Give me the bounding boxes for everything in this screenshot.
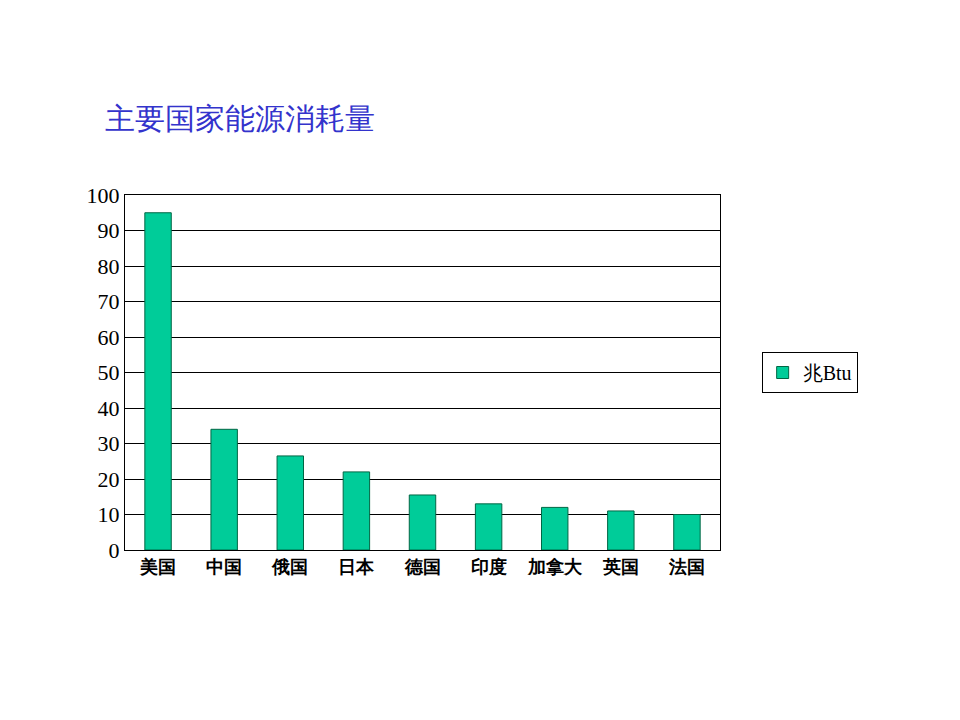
- svg-text:加拿大: 加拿大: [527, 556, 583, 577]
- svg-text:40: 40: [98, 396, 120, 421]
- svg-text:50: 50: [98, 360, 120, 385]
- svg-text:70: 70: [98, 289, 120, 314]
- svg-text:0: 0: [109, 538, 120, 563]
- svg-text:20: 20: [98, 467, 120, 492]
- svg-text:德国: 德国: [404, 556, 441, 577]
- svg-text:主要国家能源消耗量: 主要国家能源消耗量: [105, 101, 375, 136]
- svg-text:兆Btu: 兆Btu: [803, 362, 852, 384]
- svg-text:中国: 中国: [206, 556, 242, 577]
- svg-text:10: 10: [98, 502, 120, 527]
- svg-text:英国: 英国: [602, 556, 639, 577]
- svg-text:80: 80: [98, 254, 120, 279]
- svg-text:90: 90: [98, 218, 120, 243]
- svg-text:俄国: 俄国: [271, 556, 308, 577]
- svg-text:30: 30: [98, 431, 120, 456]
- svg-text:60: 60: [98, 325, 120, 350]
- svg-text:法国: 法国: [668, 556, 705, 577]
- svg-text:日本: 日本: [338, 556, 375, 577]
- svg-text:印度: 印度: [471, 556, 507, 577]
- svg-text:100: 100: [87, 183, 120, 208]
- svg-text:美国: 美国: [139, 556, 176, 577]
